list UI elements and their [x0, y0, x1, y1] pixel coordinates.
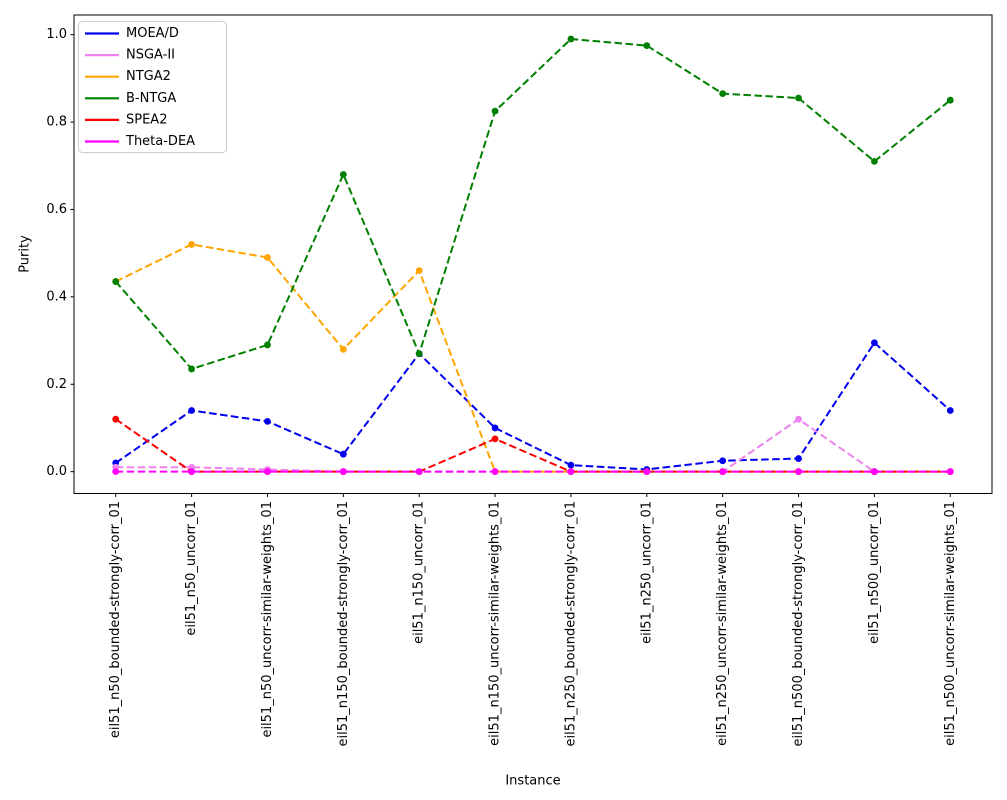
series-line	[115, 243, 951, 473]
legend-item-label: NTGA2	[126, 69, 171, 84]
data-point-marker	[264, 468, 271, 476]
data-point-marker	[112, 278, 120, 285]
data-point-marker	[188, 365, 195, 373]
y-axis: 0.0 0.2 0.4 0.6 0.8 1.0	[46, 27, 74, 479]
x-axis-label: Instance	[505, 773, 561, 789]
y-tick-label: 0.6	[46, 202, 67, 217]
x-tick-label: eil51_n50_bounded-strongly-corr_01	[108, 501, 123, 738]
data-point-marker	[567, 468, 575, 476]
legend-item-label: Theta-DEA	[125, 134, 195, 149]
x-tick-label: eil51_n150_uncorr_01	[412, 501, 427, 644]
data-point-marker	[719, 90, 727, 98]
legend-item-label: B-NTGA	[126, 91, 176, 106]
data-point-marker	[871, 339, 878, 347]
data-point-marker	[339, 345, 347, 353]
data-point-marker	[491, 107, 499, 115]
x-tick-label: eil51_n50_uncorr_01	[184, 501, 199, 636]
x-tick-label: eil51_n500_uncorr-similar-weights_01	[943, 501, 958, 746]
series-Theta-DEA	[112, 468, 954, 476]
series-NTGA2	[112, 241, 954, 476]
legend: MOEA/D NSGA-II NTGA2 B-NTGA SPEA2 Theta-DEA	[78, 21, 227, 153]
data-point-marker	[795, 94, 802, 102]
series-B-NTGA	[112, 35, 954, 373]
data-point-marker	[415, 267, 423, 275]
y-tick-label: 0.4	[46, 289, 67, 304]
data-point-marker	[188, 407, 195, 414]
x-axis: eil51_n50_bounded-strongly-corr_01 eil51_…	[108, 493, 958, 746]
data-point-marker	[491, 435, 499, 443]
legend-item-NTGA2: NTGA2	[85, 69, 171, 84]
y-axis-label: Purity	[17, 235, 33, 273]
data-point-marker	[264, 341, 271, 349]
legend-item-B-NTGA: B-NTGA	[85, 91, 176, 106]
series-line	[115, 341, 951, 471]
data-point-marker	[264, 254, 271, 261]
x-tick-label: eil51_n500_uncorr_01	[867, 501, 882, 644]
series-line	[115, 417, 951, 473]
x-tick-label: eil51_n150_uncorr-similar-weights_01	[488, 501, 503, 746]
data-point-marker	[491, 424, 499, 432]
series-NSGA-II	[112, 415, 954, 476]
x-tick-label: eil51_n250_uncorr-similar-weights_01	[715, 501, 730, 746]
legend-frame	[78, 21, 227, 153]
data-point-marker	[339, 468, 347, 476]
legend-item-NSGA-II: NSGA-II	[85, 48, 175, 63]
data-point-marker	[871, 468, 878, 476]
series-line	[114, 37, 951, 371]
legend-item-MOEA/D: MOEA/D	[85, 26, 179, 41]
x-tick-label: eil51_n250_uncorr_01	[639, 501, 654, 644]
data-point-marker	[643, 42, 651, 49]
y-tick-label: 0.2	[46, 377, 67, 392]
data-point-marker	[643, 468, 651, 476]
legend-item-label: SPEA2	[126, 112, 167, 127]
data-point-marker	[871, 157, 878, 165]
x-tick-label: eil51_n250_bounded-strongly-corr_01	[563, 501, 578, 746]
series-line	[115, 418, 951, 473]
data-point-marker	[567, 35, 575, 43]
data-point-marker	[795, 455, 802, 462]
data-point-marker	[112, 415, 120, 423]
data-point-marker	[567, 461, 575, 469]
data-point-marker	[946, 468, 954, 476]
data-point-marker	[719, 457, 727, 465]
series-MOEA/D	[112, 339, 954, 473]
data-point-marker	[339, 171, 347, 178]
y-tick-label: 1.0	[46, 27, 67, 42]
data-point-marker	[946, 96, 954, 104]
data-point-marker	[112, 468, 120, 476]
x-tick-label: eil51_n150_bounded-strongly-corr_01	[336, 501, 351, 746]
data-point-marker	[795, 468, 802, 476]
data-point-marker	[264, 417, 271, 425]
legend-item-Theta-DEA: Theta-DEA	[85, 134, 195, 149]
data-point-marker	[188, 241, 195, 248]
data-point-marker	[795, 415, 802, 423]
legend-item-SPEA2: SPEA2	[85, 112, 167, 127]
data-point-marker	[188, 468, 195, 476]
y-tick-label: 0.0	[46, 464, 67, 479]
data-point-marker	[946, 407, 954, 414]
data-point-marker	[491, 468, 499, 476]
legend-item-label: MOEA/D	[126, 26, 179, 41]
series-SPEA2	[112, 415, 954, 476]
data-point-marker	[415, 350, 423, 358]
x-tick-label: eil51_n500_bounded-strongly-corr_01	[791, 501, 806, 746]
y-tick-label: 0.8	[46, 115, 67, 130]
data-point-marker	[415, 468, 423, 476]
axes-frame	[73, 14, 993, 494]
legend-item-label: NSGA-II	[126, 48, 175, 63]
data-point-marker	[719, 468, 727, 476]
x-tick-label: eil51_n50_uncorr-similar-weights_01	[260, 501, 275, 738]
data-point-marker	[339, 450, 347, 458]
